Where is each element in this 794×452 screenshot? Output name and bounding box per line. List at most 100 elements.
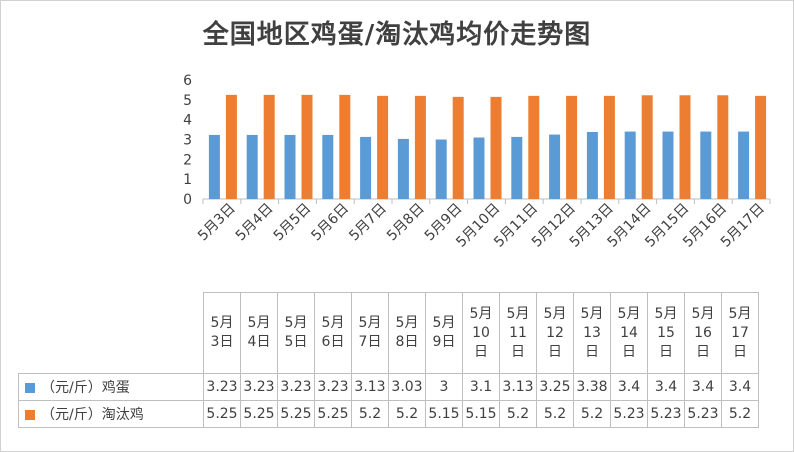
table-header-cell: 5月 16 日 [684, 292, 722, 374]
x-tick-label: 5月8日 [384, 201, 428, 245]
y-tick-label: 4 [183, 113, 192, 129]
data-table: 5月 3日 5月 4日 5月 5日 5月 6日 5月 7日 5月 8日 5月 9日 5月 10 日 5月 11 日 5月… [18, 292, 759, 428]
table-header-cell: 5月 17 日 [721, 292, 759, 374]
bar-eggs [586, 131, 598, 199]
table-cell: 3.1 [462, 373, 500, 401]
table-header-cell: 5月 4日 [240, 292, 278, 374]
bar-culled-hens [528, 95, 540, 199]
table-header-cell: 5月 6日 [314, 292, 352, 374]
table-cell: 5.25 [277, 400, 315, 428]
x-tick-label: 5月4日 [233, 201, 277, 245]
table-cell: 3.13 [499, 373, 537, 401]
table-cell: 3 [425, 373, 463, 401]
table-header-cell: 5月 3日 [203, 292, 241, 374]
bar-culled-hens [301, 94, 313, 199]
bar-culled-hens [452, 96, 464, 199]
table-cell: 3.4 [647, 373, 685, 401]
table-cell: 3.4 [684, 373, 722, 401]
y-tick-label: 0 [183, 192, 192, 208]
y-tick-label: 1 [183, 172, 192, 188]
y-tick-label: 3 [183, 133, 192, 149]
bar-eggs [662, 131, 674, 199]
table-row: （元/斤）鸡蛋 3.23 3.23 3.23 3.23 3.13 3.03 3 3.1 3.13… [18, 373, 759, 401]
table-header-cell: 5月 10 日 [462, 292, 500, 374]
bar-eggs [435, 139, 447, 199]
table-cell: 5.2 [351, 400, 389, 428]
table-cell: 3.13 [351, 373, 389, 401]
table-cell: 5.23 [647, 400, 685, 428]
table-cell: 5.2 [536, 400, 574, 428]
bar-eggs [360, 136, 372, 199]
table-header-cell: 5月 9日 [425, 292, 463, 374]
table-cell: 5.2 [721, 400, 759, 428]
table-cell: 3.23 [203, 373, 241, 401]
table-cell: 5.25 [314, 400, 352, 428]
bar-eggs [208, 134, 220, 199]
bar-culled-hens [490, 96, 502, 199]
bar-culled-hens [717, 95, 729, 199]
table-cell: 3.4 [721, 373, 759, 401]
table-cell: 5.2 [573, 400, 611, 428]
x-tick-label: 5月3日 [195, 201, 239, 245]
table-corner [18, 292, 204, 374]
bar-culled-hens [225, 94, 237, 199]
table-header-cell: 5月 7日 [351, 292, 389, 374]
chart-title: 全国地区鸡蛋/淘汰鸡均价走势图 [202, 20, 592, 50]
bar-eggs [700, 131, 712, 199]
bar-culled-hens [755, 95, 767, 199]
bar-eggs [473, 137, 485, 199]
table-cell: 5.23 [684, 400, 722, 428]
bar-eggs [549, 134, 561, 199]
table-cell: 5.2 [499, 400, 537, 428]
x-tick-label: 5月7日 [346, 201, 390, 245]
bar-culled-hens [414, 95, 426, 199]
x-tick-label: 5月6日 [308, 201, 352, 245]
bar-plot: 01234565月3日5月4日5月5日5月6日5月7日5月8日5月9日5月10日… [183, 73, 771, 251]
table-cell: 5.15 [462, 400, 500, 428]
table-header-cell: 5月 14 日 [610, 292, 648, 374]
table-cell: 3.23 [240, 373, 278, 401]
bar-eggs [511, 136, 523, 199]
legend-swatch [25, 383, 35, 393]
bar-culled-hens [377, 95, 389, 199]
bar-culled-hens [641, 95, 653, 199]
bar-eggs [624, 131, 636, 199]
table-cell: 3.38 [573, 373, 611, 401]
y-tick-label: 5 [183, 93, 192, 109]
legend-label: （元/斤）淘汰鸡 [41, 407, 144, 423]
table-header-cell: 5月 13 日 [573, 292, 611, 374]
bar-eggs [322, 134, 334, 199]
bar-culled-hens [339, 94, 351, 199]
table-cell: 3.25 [536, 373, 574, 401]
legend-swatch [25, 410, 35, 420]
table-cell: 3.23 [277, 373, 315, 401]
table-row: （元/斤）淘汰鸡 5.25 5.25 5.25 5.25 5.2 5.2 5.15 5.15 5… [18, 400, 759, 428]
bar-culled-hens [566, 95, 578, 199]
table-cell: 5.2 [388, 400, 426, 428]
table-header-cell: 5月 15 日 [647, 292, 685, 374]
legend-entry-eggs: （元/斤）鸡蛋 [18, 373, 204, 401]
table-header-cell: 5月 5日 [277, 292, 315, 374]
bar-eggs [738, 131, 750, 199]
table-cell: 5.25 [203, 400, 241, 428]
y-tick-label: 6 [183, 73, 192, 89]
x-tick-label: 5月5日 [271, 201, 315, 245]
bar-culled-hens [263, 94, 275, 199]
legend-label: （元/斤）鸡蛋 [41, 380, 130, 396]
table-cell: 3.23 [314, 373, 352, 401]
table-header-row: 5月 3日 5月 4日 5月 5日 5月 6日 5月 7日 5月 8日 5月 9日 5月 10 日 5月 11 日 5月… [18, 292, 759, 374]
bar-eggs [246, 134, 258, 199]
table-cell: 3.03 [388, 373, 426, 401]
bar-culled-hens [679, 95, 691, 199]
bar-culled-hens [603, 95, 615, 199]
table-header-cell: 5月 8日 [388, 292, 426, 374]
table-header-cell: 5月 11 日 [499, 292, 537, 374]
y-tick-label: 2 [183, 152, 192, 168]
table-cell: 3.4 [610, 373, 648, 401]
bar-eggs [284, 134, 296, 199]
bar-eggs [397, 138, 409, 199]
table-cell: 5.25 [240, 400, 278, 428]
table-header-cell: 5月 12 日 [536, 292, 574, 374]
legend-entry-culled-hens: （元/斤）淘汰鸡 [18, 400, 204, 428]
table-cell: 5.15 [425, 400, 463, 428]
